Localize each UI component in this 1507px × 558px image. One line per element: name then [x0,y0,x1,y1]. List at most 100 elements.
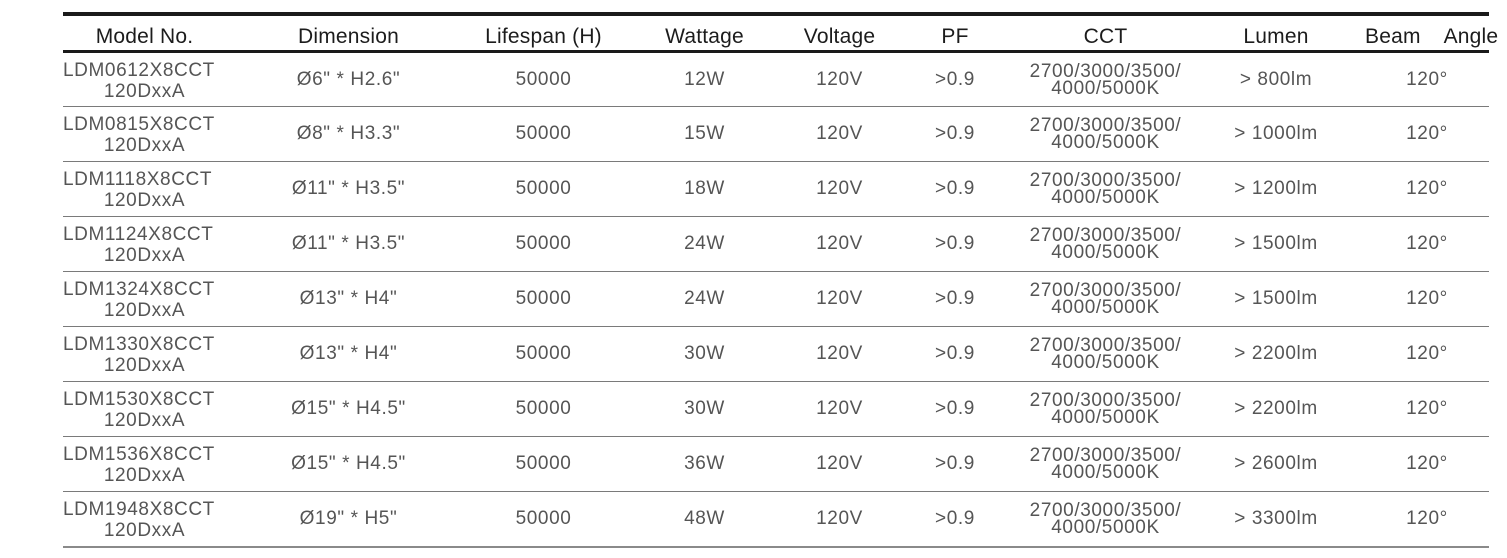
cell-model: LDM1948X8CCT 120DxxA [63,492,226,547]
model-number-line1: LDM1530X8CCT [63,389,215,410]
cell-model: LDM1536X8CCT 120DxxA [63,437,226,492]
cell-lifespan: 50000 [515,233,572,254]
cell-dimension: Ø15" * H4.5" [291,453,406,474]
cct-line1: 2700/3000/3500/ [1029,445,1182,466]
cct-line2: 4000/5000K [1051,77,1160,99]
cell-lumen: > 1500lm [1234,233,1318,254]
model-number-line1: LDM1118X8CCT [63,169,213,190]
cct-line2: 4000/5000K [1051,462,1160,483]
cell-voltage: 120V [816,288,863,309]
cell-model: LDM1324X8CCT 120DxxA [63,272,226,327]
header-lifespan: Lifespan (H) [485,25,602,48]
cell-beam-angle: 120° [1406,68,1448,90]
model-number-line2: 120DxxA [103,190,186,211]
cell-pf: >0.9 [935,507,975,529]
cell-model: LDM0815X8CCT 120DxxA [63,107,226,162]
model-number-line1: LDM1948X8CCT [63,498,215,520]
cell-cct: 2700/3000/3500/ 4000/5000K [1024,107,1187,162]
cell-lumen: > 1500lm [1234,288,1318,309]
cell-lumen: > 2200lm [1234,343,1318,364]
table-row: LDM1530X8CCT 120DxxA Ø15" * H4.5" 50000 … [63,382,1489,437]
cell-pf: >0.9 [935,123,975,144]
cct-line2: 4000/5000K [1051,352,1160,373]
cell-cct: 2700/3000/3500/ 4000/5000K [1024,162,1187,217]
cell-pf: >0.9 [935,178,975,199]
cell-dimension: Ø13" * H4" [299,288,398,309]
cell-beam-angle: 120° [1406,123,1448,144]
cell-model: LDM1330X8CCT 120DxxA [63,327,226,382]
cell-voltage: 120V [816,507,863,529]
model-number-line1: LDM1324X8CCT [63,279,215,300]
header-row: Model No. Dimension Lifespan (H) Wattage… [63,14,1498,52]
cct-line1: 2700/3000/3500/ [1029,390,1182,411]
cell-wattage: 24W [684,288,725,309]
cell-dimension: Ø13" * H4" [299,343,398,364]
header-dimension: Dimension [297,25,399,48]
cell-wattage: 24W [684,233,725,254]
model-number-line1: LDM1536X8CCT [63,444,215,465]
cell-lifespan: 50000 [515,68,572,90]
model-number-line2: 120DxxA [103,410,186,431]
cct-line2: 4000/5000K [1051,187,1160,208]
cell-wattage: 36W [684,453,725,474]
cell-lumen: > 2200lm [1234,398,1318,419]
header-cct: CCT [1083,25,1128,48]
cct-line1: 2700/3000/3500/ [1029,335,1182,356]
cell-voltage: 120V [816,233,863,254]
cell-cct: 2700/3000/3500/ 4000/5000K [1024,382,1187,437]
cct-line2: 4000/5000K [1051,297,1160,318]
cell-model: LDM1530X8CCT 120DxxA [63,382,226,437]
cell-wattage: 30W [684,398,725,419]
model-number-line2: 120DxxA [103,135,186,156]
cell-beam-angle: 120° [1406,178,1448,199]
table-row: LDM1118X8CCT 120DxxA Ø11" * H3.5" 50000 … [63,162,1489,217]
cell-beam-angle: 120° [1406,398,1448,419]
cell-pf: >0.9 [935,68,975,90]
cell-pf: >0.9 [935,398,975,419]
model-number-line2: 120DxxA [103,355,186,376]
cell-wattage: 30W [684,343,725,364]
cct-line1: 2700/3000/3500/ [1029,280,1182,301]
cell-beam-angle: 120° [1406,507,1448,529]
table-row: LDM1124X8CCT 120DxxA Ø11" * H3.5" 50000 … [63,217,1489,272]
table-row: LDM0612X8CCT 120DxxA Ø6" * H2.6" 50000 1… [63,52,1489,107]
cell-lifespan: 50000 [515,507,572,529]
cell-voltage: 120V [816,68,863,90]
cell-lifespan: 50000 [515,123,572,144]
model-number-line2: 120DxxA [103,519,186,541]
cell-cct: 2700/3000/3500/ 4000/5000K [1024,437,1187,492]
cell-dimension: Ø11" * H3.5" [291,233,406,254]
cell-beam-angle: 120° [1406,453,1448,474]
table-row: LDM1324X8CCT 120DxxA Ø13" * H4" 50000 24… [63,272,1489,327]
cell-lifespan: 50000 [515,288,572,309]
cell-cct: 2700/3000/3500/ 4000/5000K [1024,217,1187,272]
cell-dimension: Ø11" * H3.5" [291,178,406,199]
model-number-line1: LDM0612X8CCT [63,59,215,81]
model-number-line1: LDM1124X8CCT [63,224,214,245]
cell-wattage: 12W [684,68,725,90]
header-pf: PF [941,25,969,48]
cct-line1: 2700/3000/3500/ [1029,60,1182,82]
cell-beam-angle: 120° [1406,288,1448,309]
cell-cct: 2700/3000/3500/ 4000/5000K [1024,272,1187,327]
cell-voltage: 120V [816,343,863,364]
cct-line2: 4000/5000K [1051,242,1160,263]
cell-dimension: Ø8" * H3.3" [296,123,401,144]
cct-line1: 2700/3000/3500/ [1029,170,1182,191]
cell-beam-angle: 120° [1406,233,1448,254]
cell-cct: 2700/3000/3500/ 4000/5000K [1024,52,1187,107]
header-voltage: Voltage [803,25,876,48]
model-number-line1: LDM0815X8CCT [63,114,215,135]
table-row: LDM1536X8CCT 120DxxA Ø15" * H4.5" 50000 … [63,437,1489,492]
cell-lifespan: 50000 [515,398,572,419]
header-lumen: Lumen [1243,25,1309,48]
cell-voltage: 120V [816,178,863,199]
table-body: LDM0612X8CCT 120DxxA Ø6" * H2.6" 50000 1… [63,52,1489,547]
cct-line1: 2700/3000/3500/ [1029,225,1182,246]
cell-voltage: 120V [816,398,863,419]
cct-line2: 4000/5000K [1051,407,1160,428]
cell-lumen: > 2600lm [1234,453,1318,474]
cct-line1: 2700/3000/3500/ [1029,499,1182,521]
spec-table: Model No. Dimension Lifespan (H) Wattage… [63,12,1498,548]
table-row: LDM1948X8CCT 120DxxA Ø19" * H5" 50000 48… [63,492,1489,547]
